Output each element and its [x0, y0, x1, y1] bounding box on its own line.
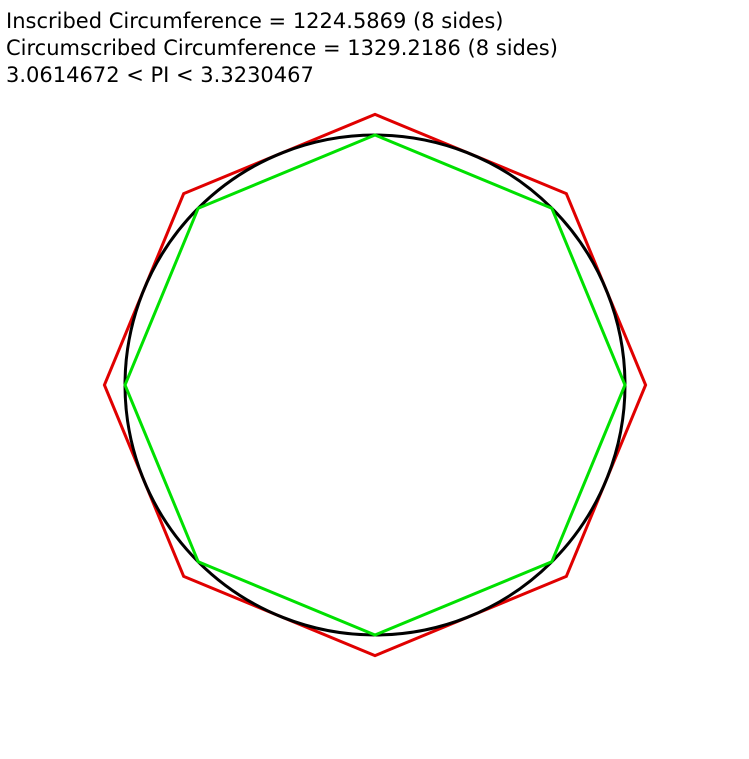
circumscribed-octagon [102, 112, 648, 658]
reference-circle [123, 133, 627, 637]
inscribed-octagon [123, 133, 627, 637]
info-panel: Inscribed Circumference = 1224.5869 (8 s… [6, 8, 558, 89]
inscribed-circumference-label: Inscribed Circumference = 1224.5869 (8 s… [6, 9, 504, 33]
pi-bounds-label: 3.0614672 < PI < 3.3230467 [6, 63, 314, 87]
circumscribed-circumference-label: Circumscribed Circumference = 1329.2186 … [6, 36, 558, 60]
